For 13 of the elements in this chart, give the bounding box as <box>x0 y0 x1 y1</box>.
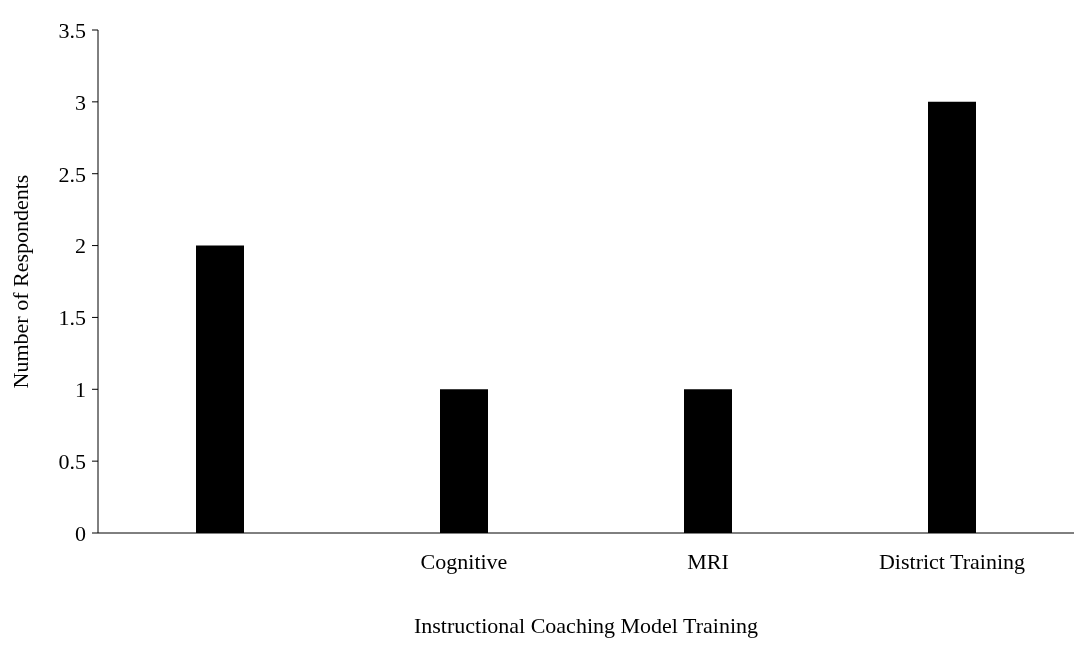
y-tick-label: 1 <box>75 377 86 403</box>
y-axis-title: Number of Respondents <box>7 174 33 389</box>
x-tick-label: Cognitive <box>420 548 508 574</box>
y-tick-label: 3.5 <box>58 17 86 43</box>
y-tick-label: 3 <box>75 89 86 115</box>
y-tick-label: 2.5 <box>58 161 86 187</box>
x-tick-label: District Training <box>878 548 1026 574</box>
y-tick-label: 1.5 <box>58 305 86 331</box>
y-tick-label: 2 <box>75 233 86 259</box>
y-tick-label: 0.5 <box>58 448 86 474</box>
x-tick-label: MRI <box>687 548 729 574</box>
x-axis-title: Instructional Coaching Model Training <box>413 613 759 638</box>
y-tick-label: 0 <box>75 520 86 546</box>
